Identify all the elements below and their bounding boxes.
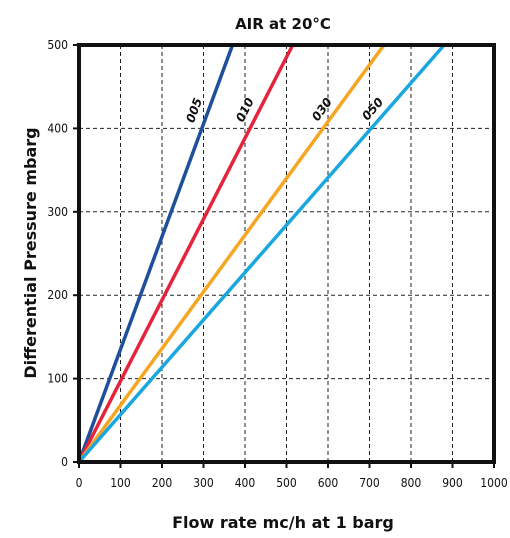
plot-frame xyxy=(77,43,496,464)
x-tick-label: 700 xyxy=(359,476,380,490)
x-axis-label: Flow rate mc/h at 1 barg xyxy=(172,513,394,532)
chart-title: AIR at 20°C xyxy=(235,15,331,33)
x-tick-label: 800 xyxy=(401,476,422,490)
series-line-005 xyxy=(77,44,235,463)
series-line-010 xyxy=(77,44,295,463)
x-tick-label: 0 xyxy=(76,476,83,490)
grid xyxy=(73,44,495,468)
series-line-030 xyxy=(77,43,386,464)
x-tick-label: 300 xyxy=(193,476,214,490)
y-tick-label: 0 xyxy=(61,455,68,469)
x-tick-label: 200 xyxy=(152,476,173,490)
x-tick-label: 500 xyxy=(276,476,297,490)
x-tick-label: 100 xyxy=(110,476,131,490)
y-tick-label: 100 xyxy=(47,372,68,386)
y-tick-label: 300 xyxy=(47,205,68,219)
y-tick-label: 500 xyxy=(47,38,68,52)
y-axis-label: Differential Pressure mbarg xyxy=(21,127,40,378)
x-tick-label: 400 xyxy=(235,476,256,490)
x-tick-label: 1000 xyxy=(480,476,508,490)
x-tick-label: 600 xyxy=(318,476,339,490)
series-label-005: 005 xyxy=(183,96,205,124)
tick-labels: 0 100 200 300 400 500 600 700 800 900 1000 0 100 200 3… xyxy=(47,38,507,490)
y-tick-label: 400 xyxy=(47,121,68,135)
series-line-050 xyxy=(77,43,446,464)
x-tick-label: 900 xyxy=(442,476,463,490)
y-tick-label: 200 xyxy=(47,288,68,302)
series-label-050: 050 xyxy=(359,95,386,123)
series-lines xyxy=(77,43,446,464)
